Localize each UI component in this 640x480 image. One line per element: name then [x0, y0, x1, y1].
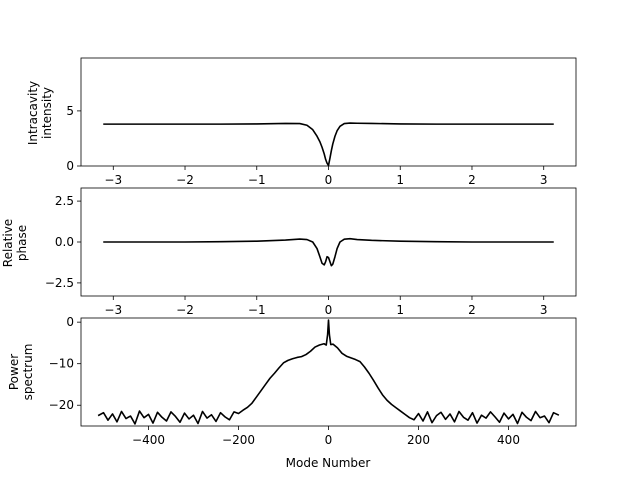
phase-xtick-label-1: −2 [176, 303, 194, 317]
power-xtick-label-3: 200 [407, 433, 430, 447]
power-xtick-label-1: −200 [222, 433, 255, 447]
phase-xtick-label-3: 0 [325, 303, 333, 317]
power-ylabel-line-1: Power [7, 354, 21, 390]
intensity-panel: Intracavity intensity −3 −2 −1 0 1 2 3 0 5 [26, 57, 577, 187]
power-ytick-label-2: 0 [66, 315, 74, 329]
intensity-xtick-label-2: −1 [248, 173, 266, 187]
intensity-xtick-label-3: 0 [325, 173, 333, 187]
intensity-ylabel-line-1: Intracavity [26, 81, 40, 145]
power-xtick-label-4: 400 [497, 433, 520, 447]
phase-ylabel-line-2: phase [15, 225, 29, 261]
power-spectrum-panel: Power spectrum Mode Number −400 −200 0 200 4… [7, 315, 577, 470]
intensity-series-line-0 [103, 122, 554, 166]
power-ytick-label-1: −10 [49, 357, 74, 371]
phase-ytick-label-0: −2.5 [45, 276, 74, 290]
phase-xtick-label-4: 1 [396, 303, 404, 317]
intensity-ylabel-line-2: intensity [40, 87, 54, 139]
power-ylabel-line-2: spectrum [21, 344, 35, 401]
phase-xtick-label-6: 3 [540, 303, 548, 317]
intensity-xtick-label-1: −2 [176, 173, 194, 187]
phase-panel: Relative phase −3 −2 −1 0 1 2 3 −2.5 0.0 2.5 [1, 187, 577, 317]
phase-xtick-label-5: 2 [468, 303, 476, 317]
intensity-xtick-label-0: −3 [104, 173, 122, 187]
intensity-xtick-label-5: 2 [468, 173, 476, 187]
power-xlabel: Mode Number [286, 456, 371, 470]
power-ytick-label-0: −20 [49, 398, 74, 412]
phase-series-line-0 [103, 237, 554, 267]
power-xtick-label-0: −400 [132, 433, 165, 447]
power-xtick-label-2: 0 [325, 433, 333, 447]
intensity-xtick-label-4: 1 [396, 173, 404, 187]
phase-xtick-label-2: −1 [248, 303, 266, 317]
intensity-ytick-label-1: 5 [66, 104, 74, 118]
phase-ytick-label-2: 2.5 [55, 194, 74, 208]
power-series-line-0 [97, 319, 560, 425]
phase-ytick-label-1: 0.0 [55, 235, 74, 249]
phase-ylabel-line-1: Relative [1, 219, 15, 267]
intensity-xtick-label-6: 3 [540, 173, 548, 187]
phase-xtick-label-0: −3 [104, 303, 122, 317]
intensity-ytick-label-0: 0 [66, 159, 74, 173]
